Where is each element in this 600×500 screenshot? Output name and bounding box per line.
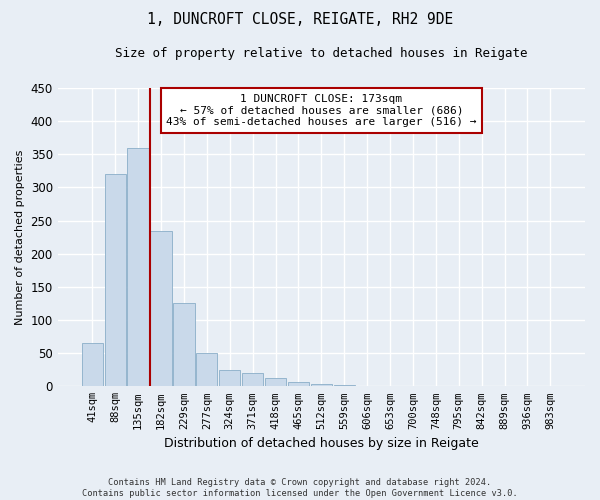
- Bar: [334, 385, 355, 386]
- Bar: [173, 304, 194, 386]
- Text: 1, DUNCROFT CLOSE, REIGATE, RH2 9DE: 1, DUNCROFT CLOSE, REIGATE, RH2 9DE: [147, 12, 453, 28]
- Bar: [127, 148, 149, 386]
- Bar: [196, 353, 217, 386]
- Text: Contains HM Land Registry data © Crown copyright and database right 2024.
Contai: Contains HM Land Registry data © Crown c…: [82, 478, 518, 498]
- X-axis label: Distribution of detached houses by size in Reigate: Distribution of detached houses by size …: [164, 437, 479, 450]
- Bar: [288, 382, 309, 386]
- Title: Size of property relative to detached houses in Reigate: Size of property relative to detached ho…: [115, 48, 527, 60]
- Bar: [82, 343, 103, 386]
- Bar: [242, 373, 263, 386]
- Bar: [311, 384, 332, 386]
- Y-axis label: Number of detached properties: Number of detached properties: [15, 150, 25, 325]
- Text: 1 DUNCROFT CLOSE: 173sqm
← 57% of detached houses are smaller (686)
43% of semi-: 1 DUNCROFT CLOSE: 173sqm ← 57% of detach…: [166, 94, 476, 127]
- Bar: [104, 174, 126, 386]
- Bar: [151, 230, 172, 386]
- Bar: [265, 378, 286, 386]
- Bar: [219, 370, 241, 386]
